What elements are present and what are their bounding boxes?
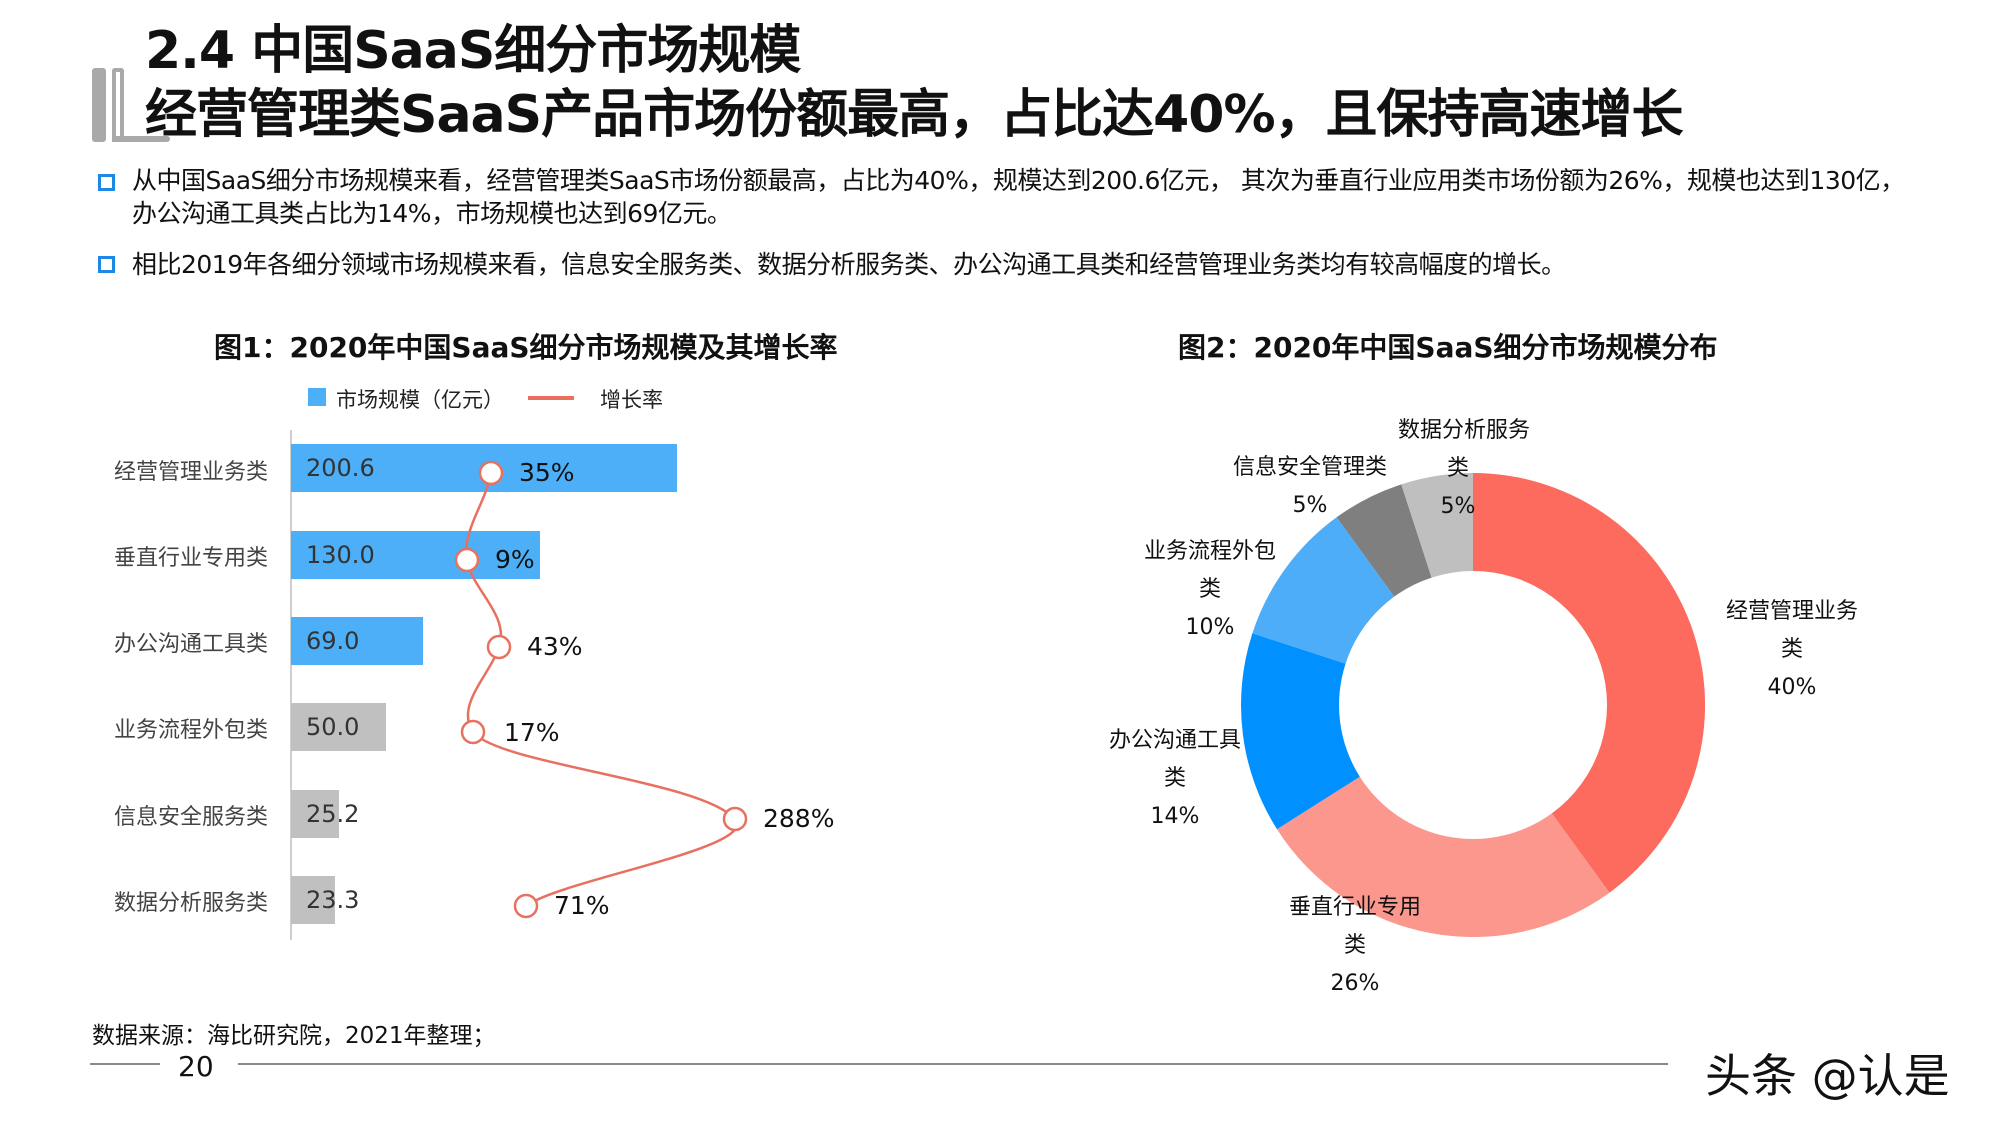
label-text: 经营管理业务	[1725, 599, 1858, 624]
category-label: 数据分析服务类	[113, 891, 268, 916]
label-text: 业务流程外包	[1143, 539, 1276, 564]
label-text: 类	[1343, 933, 1366, 958]
page-title: 2.4 中国SaaS细分市场规模	[145, 21, 801, 81]
bar-value: 200.6	[306, 454, 375, 482]
label-text: 类	[1163, 766, 1186, 791]
bar: 69.0	[291, 617, 423, 665]
page-number: 20	[178, 1050, 214, 1083]
legend-line-label: 增长率	[600, 388, 663, 412]
category-label: 业务流程外包类	[113, 718, 268, 743]
legend-bar-label: 市场规模（亿元）	[336, 388, 504, 412]
category-label: 经营管理业务类	[113, 460, 268, 485]
data-source: 数据来源：海比研究院，2021年整理；	[92, 1023, 496, 1049]
donut-label-vertical: 垂直行业专用 类 26%	[1285, 889, 1425, 1003]
category-label: 办公沟通工具类	[113, 632, 268, 657]
label-pct: 5%	[1440, 494, 1476, 519]
donut-label-data-analysis: 数据分析服务 类 5%	[1398, 412, 1531, 526]
label-text: 数据分析服务	[1398, 418, 1531, 443]
bar-value: 69.0	[306, 627, 360, 655]
header-decoration-base	[112, 136, 170, 142]
bar: 50.0	[291, 703, 386, 751]
bar-value: 25.2	[306, 800, 360, 828]
growth-label: 17%	[504, 718, 560, 747]
header-decoration-bar	[92, 68, 106, 142]
donut-chart	[1241, 473, 1705, 937]
label-text: 类	[1198, 577, 1221, 602]
hollow-square-bullet-icon	[98, 256, 115, 273]
label-text: 垂直行业专用	[1288, 895, 1421, 920]
growth-label: 288%	[763, 804, 835, 833]
label-text: 信息安全管理类	[1232, 455, 1387, 480]
label-pct: 14%	[1150, 804, 1200, 829]
label-text: 类	[1446, 456, 1469, 481]
chart2-title: 图2：2020年中国SaaS细分市场规模分布	[1178, 331, 1718, 364]
bar: 25.2	[291, 790, 360, 838]
bar-value: 50.0	[306, 713, 360, 741]
author-signature: 头条 @认是	[1705, 1049, 1950, 1103]
bar: 130.0	[291, 531, 540, 579]
label-pct: 26%	[1330, 971, 1380, 996]
footer-divider	[90, 1063, 160, 1065]
hollow-square-bullet-icon	[98, 174, 115, 191]
bullet-text-2: 相比2019年各细分领域市场规模来看，信息安全服务类、数据分析服务类、办公沟通工…	[132, 250, 1566, 279]
chart1-title: 图1：2020年中国SaaS细分市场规模及其增长率	[214, 331, 838, 364]
label-text: 办公沟通工具	[1108, 728, 1241, 753]
label-pct: 40%	[1767, 675, 1817, 700]
label-pct: 5%	[1292, 493, 1328, 518]
donut-label-office-tools: 办公沟通工具 类 14%	[1105, 722, 1245, 836]
label-text: 类	[1780, 637, 1803, 662]
bullet-text-1: 从中国SaaS细分市场规模来看，经营管理类SaaS市场份额最高，占比为40%，规…	[132, 166, 1905, 228]
donut-label-bpo: 业务流程外包 类 10%	[1140, 533, 1280, 647]
page-subtitle: 经营管理类SaaS产品市场份额最高，占比达40%，且保持高速增长	[145, 85, 1684, 145]
legend-bar-swatch	[308, 388, 326, 406]
donut-label-info-security: 信息安全管理类 5%	[1220, 449, 1400, 525]
category-label: 信息安全服务类	[113, 805, 268, 830]
footer-divider	[238, 1063, 1668, 1065]
growth-label: 9%	[495, 545, 535, 574]
label-pct: 10%	[1185, 615, 1235, 640]
growth-label: 43%	[527, 632, 583, 661]
bar: 23.3	[291, 876, 359, 924]
growth-label: 35%	[519, 458, 575, 487]
header-decoration-outline	[112, 68, 124, 142]
growth-label: 71%	[554, 891, 610, 920]
legend-line-swatch	[528, 396, 574, 400]
category-label: 垂直行业专用类	[113, 546, 268, 571]
chart1-axis	[290, 430, 292, 940]
donut-label-management: 经营管理业务 类 40%	[1722, 593, 1862, 707]
bar-value: 130.0	[306, 541, 375, 569]
